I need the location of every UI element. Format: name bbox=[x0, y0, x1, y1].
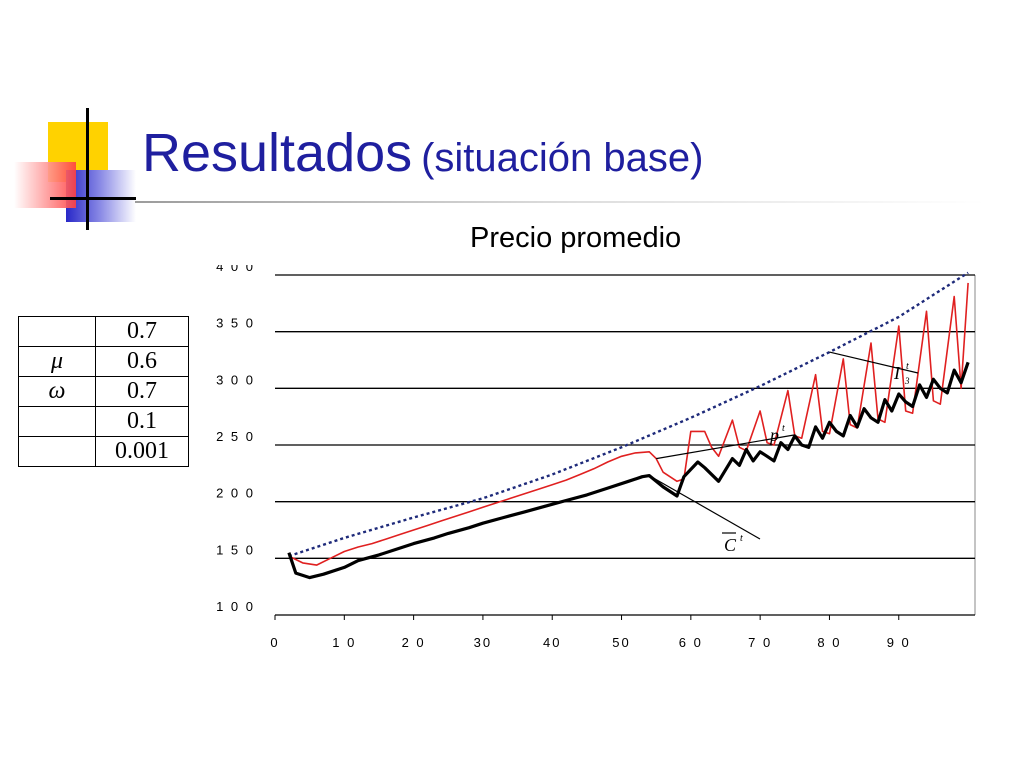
x-tick-label: 1 0 bbox=[332, 635, 356, 650]
annotation-superscript: t bbox=[906, 361, 909, 372]
annotation-subscript: 3 bbox=[904, 376, 910, 386]
y-tick-label: 2 5 0 bbox=[216, 429, 255, 444]
annotation-leader-line bbox=[648, 475, 761, 540]
param-symbol-omega: ω bbox=[18, 376, 96, 407]
annotation-leader-line bbox=[656, 434, 795, 460]
table-row: 0.1 bbox=[18, 406, 189, 437]
y-tick-label: 4 0 0 bbox=[216, 265, 255, 274]
param-value: 0.7 bbox=[95, 316, 189, 347]
slide-title-sub: (situación base) bbox=[421, 136, 704, 180]
table-row: 0.7 bbox=[18, 316, 189, 347]
table-row: ω 0.7 bbox=[18, 376, 189, 407]
param-symbol bbox=[18, 316, 96, 347]
table-row: 0.001 bbox=[18, 436, 189, 467]
x-tick-label: 30 bbox=[474, 635, 492, 650]
y-tick-label: 2 0 0 bbox=[216, 486, 255, 501]
y-tick-label: 1 5 0 bbox=[216, 542, 255, 557]
x-tick-label: 9 0 bbox=[887, 635, 911, 650]
chart-title: Precio promedio bbox=[470, 222, 682, 254]
x-tick-label: 6 0 bbox=[679, 635, 703, 650]
annotation-label: I bbox=[893, 363, 901, 383]
annotation-label: p bbox=[768, 425, 779, 445]
x-tick-label: 7 0 bbox=[748, 635, 772, 650]
decor-horizontal-line bbox=[50, 197, 136, 200]
x-tick-label: 2 0 bbox=[402, 635, 426, 650]
decor-red-square bbox=[14, 162, 76, 208]
param-value: 0.1 bbox=[95, 406, 189, 437]
series-line-I3t bbox=[288, 271, 969, 558]
param-symbol bbox=[18, 406, 96, 437]
annotation-superscript: t bbox=[740, 533, 743, 544]
series-line-pt bbox=[288, 282, 969, 566]
x-tick-label: 40 bbox=[543, 635, 561, 650]
parameter-table: 0.7 μ 0.6 ω 0.7 0.1 0.001 bbox=[18, 316, 189, 467]
param-value: 0.7 bbox=[95, 376, 189, 407]
param-value: 0.001 bbox=[95, 436, 189, 467]
x-tick-label: 8 0 bbox=[817, 635, 841, 650]
title-underline bbox=[135, 201, 985, 203]
x-tick-label: 50 bbox=[612, 635, 630, 650]
param-symbol-mu: μ bbox=[18, 346, 96, 377]
price-chart: 1 0 0 1 5 0 2 0 0 2 5 0 3 0 0 3 5 0 4 0 0 0 1 0 2… bbox=[216, 265, 976, 650]
x-tick-label: 0 bbox=[270, 635, 279, 650]
y-tick-label: 3 5 0 bbox=[216, 316, 255, 331]
annotation-superscript: t bbox=[782, 423, 785, 434]
slide-title: Resultados (situación base) bbox=[142, 122, 703, 184]
table-row: μ 0.6 bbox=[18, 346, 189, 377]
y-tick-label: 3 0 0 bbox=[216, 372, 255, 387]
y-tick-label: 1 0 0 bbox=[216, 599, 255, 614]
series-line-Ct bbox=[287, 361, 970, 580]
annotation-leader-line bbox=[829, 351, 919, 374]
decor-vertical-line bbox=[86, 108, 89, 230]
decor-blue-square bbox=[66, 170, 136, 222]
param-value: 0.6 bbox=[95, 346, 189, 377]
slide-title-main: Resultados bbox=[142, 123, 413, 183]
annotation-label: C bbox=[724, 535, 737, 555]
param-symbol bbox=[18, 436, 96, 467]
